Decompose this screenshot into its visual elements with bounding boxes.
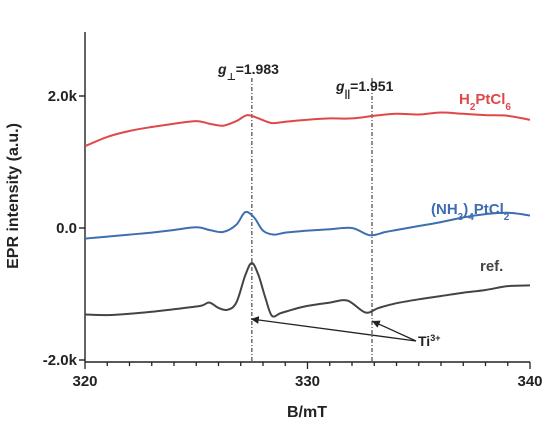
g-lines [251, 78, 373, 362]
ti-arrow-left [250, 316, 417, 342]
series-line-ref [84, 262, 531, 318]
annotations: g⊥=1.983 g||=1.951 Ti3+ [217, 61, 440, 349]
y-axis-title: EPR intensity (a.u.) [5, 123, 22, 269]
x-ticks: 320 330 340 [72, 362, 543, 390]
ti-arrow-right [371, 320, 417, 342]
series-group [84, 111, 531, 318]
y-tick-label: 0.0 [56, 220, 77, 237]
series-label-nh3ptcl2: (NH3)4PtCl2 [431, 201, 510, 223]
x-tick-label: 320 [72, 373, 97, 390]
annotation-ti3: Ti3+ [418, 333, 440, 349]
series-label-h2ptcl6: H2PtCl6 [459, 91, 511, 113]
annotation-g-par: g||=1.951 [335, 78, 394, 100]
x-tick-label: 340 [517, 373, 542, 390]
series-line-h2ptcl6 [84, 111, 531, 148]
y-tick-label: 2.0k [48, 88, 78, 105]
series-line-nh3ptcl2 [84, 210, 531, 240]
x-tick-label: 330 [295, 373, 320, 390]
annotation-g-perp: g⊥=1.983 [217, 61, 279, 83]
y-ticks: -2.0k 0.0 2.0k [43, 88, 85, 369]
series-label-ref: ref. [480, 258, 503, 275]
x-axis-title: B/mT [287, 404, 327, 421]
y-tick-label: -2.0k [43, 352, 78, 369]
series-labels: H2PtCl6 (NH3)4PtCl2 ref. [431, 91, 511, 275]
